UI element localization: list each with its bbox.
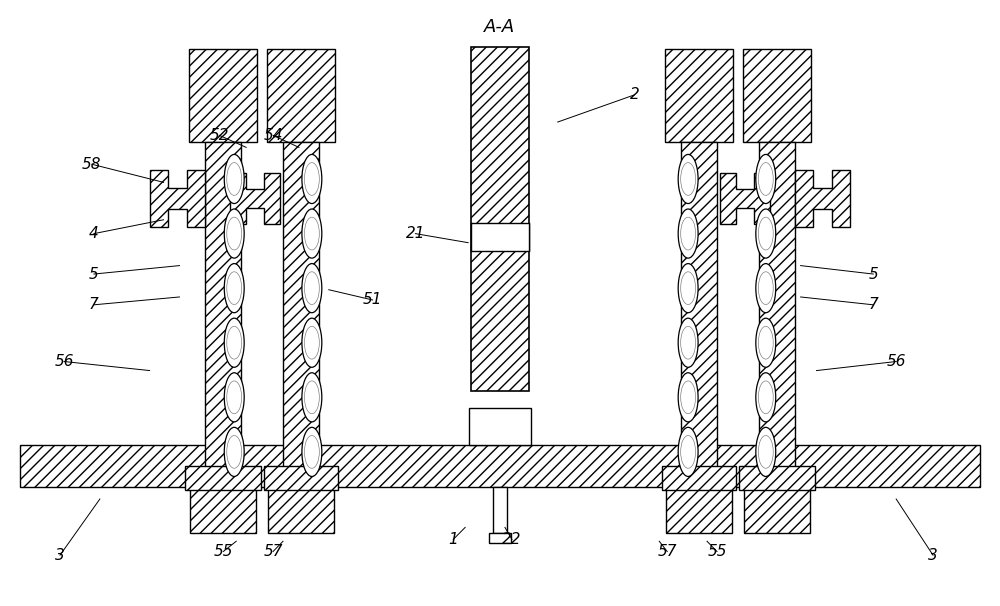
Text: 1: 1 — [448, 532, 458, 547]
Ellipse shape — [224, 427, 244, 476]
Ellipse shape — [224, 373, 244, 422]
Bar — [759, 142, 795, 475]
Text: 3: 3 — [928, 548, 938, 562]
Bar — [493, 487, 507, 533]
Bar — [662, 466, 736, 490]
Text: 58: 58 — [82, 157, 102, 171]
Ellipse shape — [224, 155, 244, 204]
Bar — [743, 49, 811, 142]
Text: 57: 57 — [263, 544, 283, 559]
Polygon shape — [720, 173, 770, 224]
Bar — [185, 466, 261, 490]
Bar — [469, 407, 531, 445]
Polygon shape — [795, 170, 850, 227]
Text: 56: 56 — [54, 354, 74, 369]
Text: 5: 5 — [89, 267, 99, 282]
Ellipse shape — [756, 264, 776, 313]
Bar — [189, 49, 257, 142]
Ellipse shape — [302, 155, 322, 204]
Bar — [471, 224, 529, 251]
Text: 7: 7 — [868, 298, 878, 312]
Bar — [264, 466, 338, 490]
Bar — [268, 487, 334, 533]
Text: 57: 57 — [657, 544, 677, 559]
Ellipse shape — [224, 264, 244, 313]
Ellipse shape — [678, 318, 698, 367]
Text: 3: 3 — [55, 548, 65, 562]
Ellipse shape — [302, 318, 322, 367]
Ellipse shape — [756, 155, 776, 204]
Text: 2: 2 — [630, 87, 639, 102]
Bar — [744, 487, 810, 533]
Bar — [666, 487, 732, 533]
Ellipse shape — [756, 373, 776, 422]
Text: 21: 21 — [406, 226, 425, 241]
Text: 55: 55 — [214, 544, 233, 559]
Ellipse shape — [756, 318, 776, 367]
Bar — [283, 142, 319, 475]
Text: 22: 22 — [502, 532, 522, 547]
Bar — [681, 142, 717, 475]
Bar — [739, 466, 815, 490]
Ellipse shape — [678, 373, 698, 422]
Bar — [665, 49, 733, 142]
Text: 56: 56 — [886, 354, 906, 369]
Text: 52: 52 — [210, 128, 229, 143]
Ellipse shape — [302, 264, 322, 313]
Ellipse shape — [678, 155, 698, 204]
Bar — [489, 533, 511, 543]
Ellipse shape — [678, 209, 698, 258]
Text: 55: 55 — [707, 544, 727, 559]
Ellipse shape — [224, 318, 244, 367]
Ellipse shape — [678, 264, 698, 313]
Polygon shape — [150, 170, 205, 227]
Ellipse shape — [302, 373, 322, 422]
Polygon shape — [230, 173, 280, 224]
Bar — [205, 142, 241, 475]
Bar — [471, 47, 529, 391]
Bar — [20, 445, 980, 487]
Text: A-A: A-A — [484, 18, 516, 36]
Text: 7: 7 — [89, 298, 99, 312]
Text: 54: 54 — [263, 128, 283, 143]
Text: 4: 4 — [89, 226, 99, 241]
Text: 51: 51 — [363, 293, 382, 307]
Ellipse shape — [678, 427, 698, 476]
Bar — [190, 487, 256, 533]
Ellipse shape — [302, 427, 322, 476]
Text: 5: 5 — [868, 267, 878, 282]
Ellipse shape — [756, 427, 776, 476]
Ellipse shape — [302, 209, 322, 258]
Ellipse shape — [756, 209, 776, 258]
Bar — [267, 49, 335, 142]
Ellipse shape — [224, 209, 244, 258]
